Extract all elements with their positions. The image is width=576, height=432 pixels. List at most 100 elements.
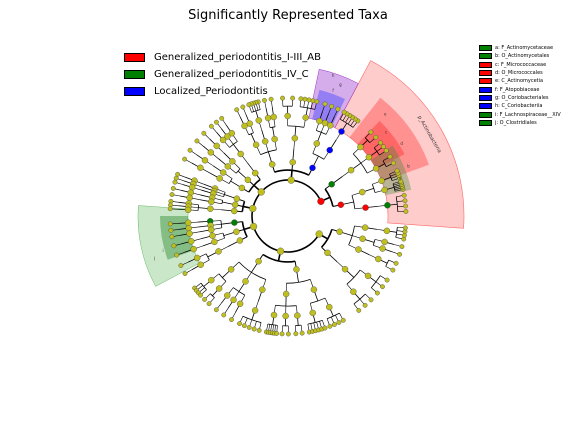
group-swatch: [124, 53, 145, 62]
tree-node: [335, 106, 341, 112]
tree-node: [327, 323, 333, 329]
taxa-label: j: O_Clostridiales: [495, 119, 537, 126]
tree-node: [387, 154, 393, 160]
tree-node: [178, 263, 184, 268]
tree-node: [207, 205, 214, 212]
branch-arc: [238, 261, 267, 280]
taxa-label: b: O_Actinomycetales: [495, 53, 550, 60]
tree-node: [268, 96, 274, 102]
branch-arc: [316, 130, 327, 135]
branch-arc: [251, 179, 322, 253]
taxa-label: a: F_Actinomycetaceae: [495, 45, 554, 52]
tree-node: [402, 225, 408, 231]
tree-node: [257, 188, 265, 196]
tree-node: [379, 245, 386, 252]
branch-arc: [385, 259, 390, 267]
taxa-legend-item: f: F_Atopobiaceae: [479, 85, 561, 93]
branch-arc: [351, 195, 356, 209]
tree-node: [322, 101, 328, 107]
tree-node: [357, 143, 364, 151]
branch-arc: [233, 287, 246, 296]
tree-node: [261, 138, 269, 145]
group-swatch: [124, 70, 145, 79]
tree-node: [255, 117, 262, 124]
taxa-swatch: [479, 53, 492, 60]
tree-node: [362, 204, 369, 211]
branch-arc: [228, 178, 233, 184]
tree-node: [299, 330, 305, 336]
branch-arc: [210, 293, 215, 298]
tree-node: [236, 300, 244, 307]
tree-node: [221, 312, 227, 318]
branch-arc: [392, 183, 396, 192]
tree-node: [169, 192, 175, 197]
tree-node: [403, 203, 408, 209]
tree-node: [293, 331, 299, 337]
tree-node: [201, 157, 209, 164]
tree-node: [251, 326, 257, 332]
tree-node: [298, 96, 304, 102]
tree-node: [394, 168, 400, 174]
tree-node: [399, 244, 405, 250]
tree-node: [264, 114, 272, 122]
tree-node: [185, 219, 192, 226]
chart-title: Significantly Represented Taxa: [188, 8, 388, 23]
tree-node: [393, 260, 399, 266]
tree-node: [282, 290, 290, 298]
tree-node: [294, 312, 301, 319]
taxa-swatch: [479, 94, 492, 101]
tree-node: [237, 321, 242, 326]
tree-node: [262, 97, 267, 103]
tree-node: [246, 102, 252, 108]
taxa-swatch: [479, 70, 492, 77]
taxa-swatch: [479, 111, 492, 118]
tree-node: [231, 219, 238, 226]
clade-label-e: e: [384, 111, 387, 116]
branch-arc: [326, 312, 340, 320]
tree-node: [269, 161, 276, 168]
branch-arc: [373, 147, 380, 156]
tree-node: [341, 109, 347, 115]
tree-node: [216, 175, 223, 182]
tree-node: [401, 192, 407, 198]
branch-arc: [274, 169, 310, 176]
branch-arc: [312, 153, 325, 160]
tree-node: [314, 99, 320, 104]
tree-node: [324, 249, 331, 257]
tree-node: [167, 206, 173, 212]
tree-node: [197, 164, 204, 171]
taxa-legend-item: g: O_Coriobacteriales: [479, 94, 561, 102]
tree-node: [332, 322, 337, 327]
taxa-legend-item: i: F_Lachnospiraceae__XIV: [479, 110, 561, 118]
tree-node: [329, 103, 334, 109]
tree-node: [188, 184, 196, 191]
tree-node: [194, 138, 200, 144]
tree-node: [249, 204, 257, 213]
group-legend-item: Generalized_periodontitis_IV_C: [118, 66, 321, 83]
tree-node: [380, 284, 385, 290]
group-legend-item: Generalized_periodontitis_I-III_AB: [118, 49, 321, 66]
tree-node: [384, 202, 391, 209]
taxa-swatch: [479, 103, 492, 110]
tree-node: [276, 247, 285, 255]
tree-node: [310, 98, 316, 104]
tree-node: [185, 224, 192, 232]
taxa-label: i: F_Lachnospiraceae__XIV: [495, 111, 561, 118]
tree-node: [182, 271, 188, 276]
tree-node: [213, 142, 220, 150]
tree-node: [231, 201, 239, 208]
tree-node: [190, 245, 197, 253]
clade-shade-lachnospiraceae: [160, 216, 195, 260]
tree-node: [208, 123, 214, 129]
tree-node: [208, 276, 215, 284]
tree-node: [378, 177, 385, 184]
tree-node: [356, 308, 362, 313]
tree-node: [309, 164, 316, 172]
tree-node: [282, 312, 289, 320]
tree-node: [169, 234, 175, 240]
tree-node: [279, 331, 285, 337]
tree-node: [271, 135, 278, 143]
tree-node: [259, 286, 266, 293]
tree-node: [381, 144, 386, 150]
